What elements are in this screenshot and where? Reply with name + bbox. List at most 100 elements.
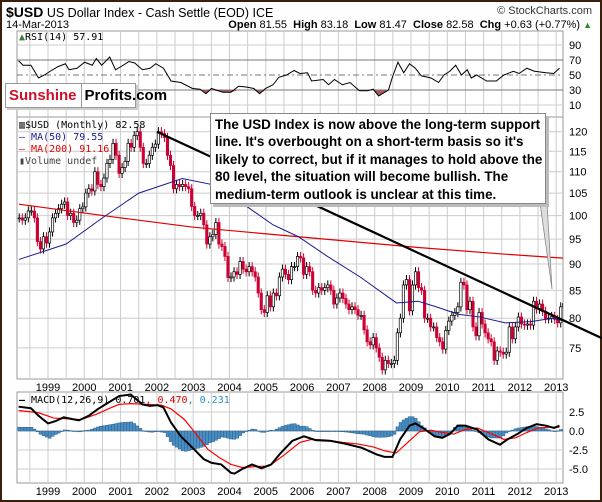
candle-up bbox=[395, 332, 399, 361]
chg-value: +0.63 (+0.77%) bbox=[504, 19, 581, 31]
candle-down bbox=[489, 338, 493, 343]
candle-down bbox=[20, 217, 24, 221]
candle-up bbox=[41, 236, 46, 250]
candle-down bbox=[341, 292, 345, 299]
candle-up bbox=[444, 330, 448, 350]
candle-up bbox=[84, 192, 88, 208]
candle-up bbox=[359, 314, 363, 317]
candle-down bbox=[256, 276, 260, 294]
candle-up bbox=[389, 363, 393, 365]
rsi-legend-text: RSI(14) 57.91 bbox=[25, 32, 104, 43]
candle-down bbox=[474, 326, 478, 337]
macd-histogram-bar bbox=[329, 430, 333, 432]
candle-down bbox=[193, 206, 197, 216]
macd-histogram-bar bbox=[123, 422, 127, 432]
macd-histogram-bar bbox=[214, 430, 218, 441]
candle-up bbox=[135, 131, 139, 136]
year-label: 2007 bbox=[326, 382, 350, 394]
macd-histogram-bar bbox=[114, 423, 118, 432]
macd-histogram-bar bbox=[256, 430, 261, 432]
candle-up bbox=[495, 350, 499, 361]
price-legend-main: ▥$USD (Monthly) 82.58 bbox=[19, 120, 145, 132]
candle-up bbox=[392, 359, 396, 364]
macd-histogram-bar bbox=[165, 430, 170, 438]
price-tick-label: 95 bbox=[569, 234, 581, 246]
candle-up bbox=[317, 287, 321, 294]
candle-down bbox=[168, 154, 173, 166]
candle-down bbox=[438, 337, 442, 343]
macd-histogram-bar bbox=[141, 430, 146, 432]
annotation-box: The USD Index is now above the long-term… bbox=[210, 113, 546, 204]
candle-up bbox=[60, 203, 64, 210]
year-label: 2002 bbox=[145, 486, 169, 498]
candle-down bbox=[407, 279, 412, 312]
candle-up bbox=[232, 271, 236, 278]
candle-up bbox=[199, 212, 203, 216]
macd-histogram-bar bbox=[196, 430, 200, 449]
candle-down bbox=[362, 314, 366, 331]
macd-histogram-bar bbox=[229, 430, 233, 440]
candle-down bbox=[380, 356, 384, 371]
macd-histogram-bar bbox=[156, 430, 161, 432]
macd-histogram-bar bbox=[304, 426, 309, 432]
candle-up bbox=[383, 359, 387, 371]
macd-histogram-bar bbox=[26, 427, 31, 432]
macd-histogram-bar bbox=[205, 430, 209, 445]
copyright[interactable]: © StockCharts.com bbox=[497, 5, 592, 17]
candle-up bbox=[513, 326, 517, 340]
up-arrow-icon: ▲ bbox=[583, 20, 592, 30]
macd-histogram-bar bbox=[292, 423, 297, 432]
high-value: 83.18 bbox=[320, 19, 349, 31]
candle-down bbox=[299, 256, 303, 259]
macd-histogram-bar bbox=[398, 422, 403, 432]
macd-series bbox=[17, 393, 563, 475]
price-tick-label: 105 bbox=[569, 188, 587, 200]
macd-histogram-bar bbox=[553, 430, 557, 432]
candle-up bbox=[562, 303, 563, 308]
macd-histogram-bar bbox=[546, 429, 551, 432]
macd-histogram-bar bbox=[93, 427, 97, 432]
open-label: Open bbox=[228, 19, 257, 31]
rsi-tick-label: 10 bbox=[569, 100, 581, 112]
macd-histogram-bar bbox=[556, 430, 560, 432]
candle-down bbox=[178, 184, 182, 187]
candle-up bbox=[326, 284, 330, 288]
macd-histogram-bar bbox=[510, 429, 515, 432]
year-label: 2012 bbox=[508, 382, 532, 394]
macd-histogram-bar bbox=[271, 430, 276, 432]
candle-up bbox=[271, 292, 275, 308]
candle-down bbox=[235, 271, 239, 275]
candle-down bbox=[35, 217, 39, 242]
logo-part2: Profits.com bbox=[84, 87, 168, 104]
macd-histogram-bar bbox=[126, 421, 131, 432]
low-label: Low bbox=[354, 19, 377, 31]
macd-histogram-bar bbox=[90, 428, 94, 432]
low-value: 81.47 bbox=[379, 19, 407, 31]
macd-histogram-bar bbox=[265, 430, 270, 432]
candle-up bbox=[26, 210, 30, 219]
candle-up bbox=[447, 320, 451, 331]
macd-histogram-bar bbox=[317, 430, 321, 432]
candle-down bbox=[462, 281, 466, 286]
macd-histogram-bar bbox=[220, 430, 224, 438]
candle-down bbox=[244, 268, 248, 273]
candle-down bbox=[386, 359, 390, 364]
macd-histogram-bar bbox=[132, 423, 137, 432]
candle-down bbox=[187, 186, 191, 190]
year-label: 2000 bbox=[72, 382, 96, 394]
macd-histogram-bar bbox=[105, 424, 109, 432]
macd-histogram-bar bbox=[217, 430, 221, 439]
candle-up bbox=[559, 306, 563, 324]
candle-up bbox=[426, 317, 430, 320]
candle-up bbox=[181, 184, 185, 187]
macd-histogram-bar bbox=[41, 430, 46, 436]
year-label: 2001 bbox=[108, 382, 132, 394]
candle-up bbox=[398, 317, 402, 334]
ohlc-summary: Open 81.55 High 83.18 Low 81.47 Close 82… bbox=[228, 19, 592, 31]
macd-histogram-bar bbox=[102, 425, 106, 432]
macd-histogram-bar bbox=[283, 425, 288, 432]
macd-histogram-bar bbox=[308, 428, 312, 432]
price-tick-label: 90 bbox=[569, 259, 581, 271]
macd-histogram-bar bbox=[371, 430, 376, 437]
